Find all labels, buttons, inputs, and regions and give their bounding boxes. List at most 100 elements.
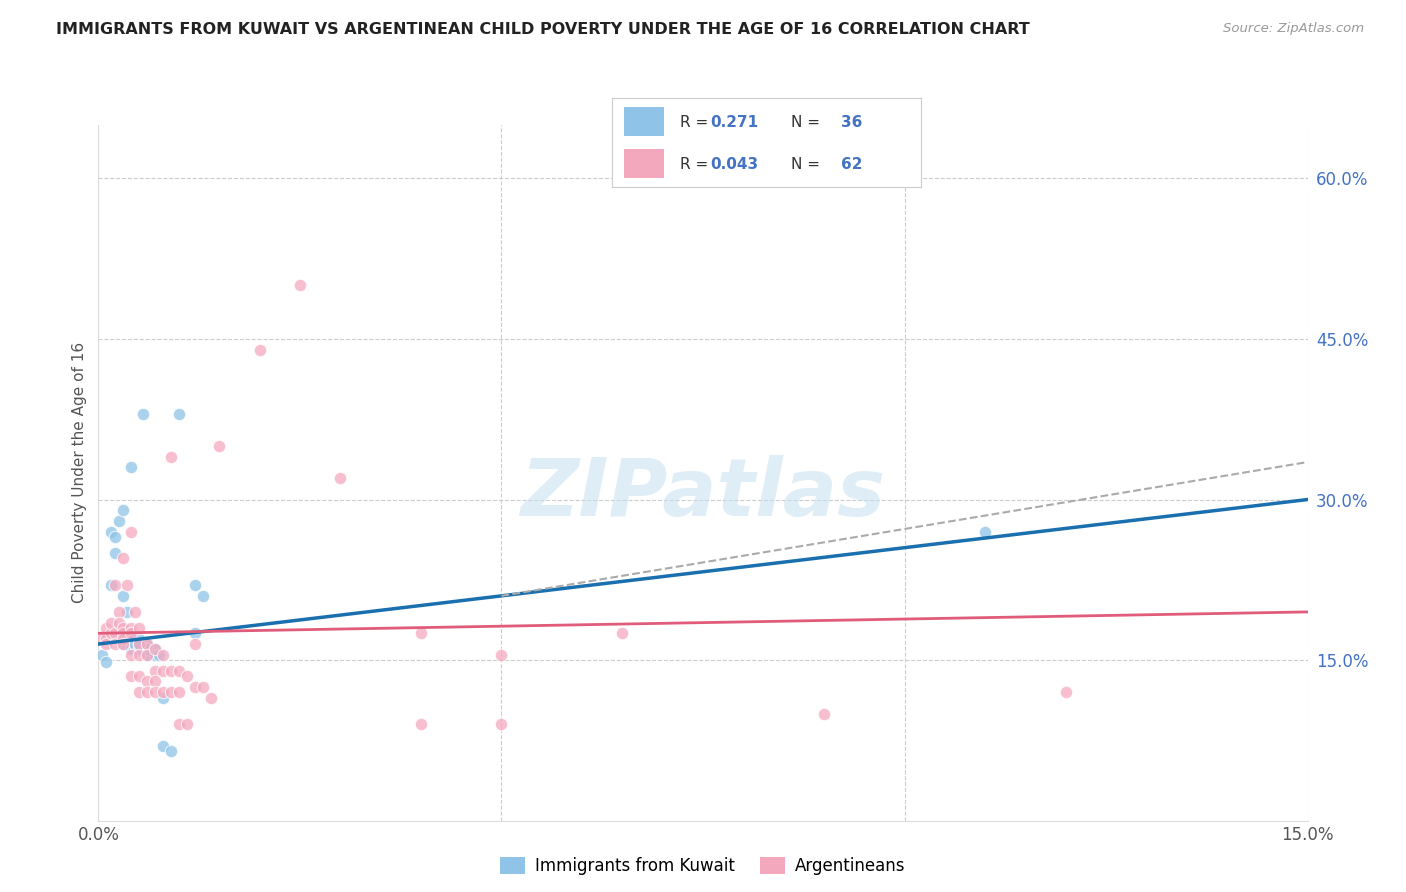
Text: 0.271: 0.271	[710, 115, 759, 129]
Point	[167, 407, 190, 421]
Point	[111, 637, 134, 651]
Point	[128, 637, 150, 651]
Point	[128, 632, 150, 646]
Point	[128, 621, 150, 635]
Point	[152, 690, 174, 705]
Point	[184, 578, 207, 592]
Point	[184, 680, 207, 694]
Point	[167, 717, 190, 731]
Text: IMMIGRANTS FROM KUWAIT VS ARGENTINEAN CHILD POVERTY UNDER THE AGE OF 16 CORRELAT: IMMIGRANTS FROM KUWAIT VS ARGENTINEAN CH…	[56, 22, 1031, 37]
Point	[128, 648, 150, 662]
Point	[111, 503, 134, 517]
Point	[160, 685, 183, 699]
Text: R =: R =	[679, 157, 713, 171]
Point	[409, 626, 432, 640]
Point	[111, 551, 134, 566]
Point	[111, 626, 134, 640]
Point	[184, 637, 207, 651]
Point	[176, 669, 198, 683]
Point	[135, 637, 157, 651]
Bar	[624, 107, 664, 136]
Point	[120, 633, 142, 648]
Point	[612, 626, 634, 640]
Point	[128, 669, 150, 683]
Point	[135, 648, 157, 662]
Point	[152, 739, 174, 753]
Point	[409, 717, 432, 731]
Point	[107, 605, 129, 619]
Point	[115, 605, 138, 619]
Point	[329, 471, 352, 485]
Text: N =: N =	[792, 157, 825, 171]
Point	[160, 450, 183, 464]
Point	[143, 685, 166, 699]
Text: Source: ZipAtlas.com: Source: ZipAtlas.com	[1223, 22, 1364, 36]
Point	[128, 685, 150, 699]
Point	[128, 642, 150, 657]
Point	[103, 530, 125, 544]
Point	[100, 615, 122, 630]
Point	[115, 578, 138, 592]
Point	[91, 632, 114, 646]
Point	[135, 648, 157, 662]
Point	[96, 637, 118, 651]
Text: N =: N =	[792, 115, 825, 129]
Point	[160, 744, 183, 758]
Point	[120, 669, 142, 683]
Point	[491, 648, 513, 662]
Point	[184, 626, 207, 640]
Point	[107, 615, 129, 630]
Point	[974, 524, 997, 539]
Point	[100, 626, 122, 640]
Point	[100, 524, 122, 539]
Point	[128, 637, 150, 651]
Point	[124, 605, 146, 619]
Point	[143, 674, 166, 689]
Point	[193, 680, 215, 694]
Point	[120, 524, 142, 539]
Point	[167, 685, 190, 699]
Point	[96, 655, 118, 669]
Point	[135, 642, 157, 657]
Legend: Immigrants from Kuwait, Argentineans: Immigrants from Kuwait, Argentineans	[494, 850, 912, 882]
Point	[813, 706, 835, 721]
Point	[167, 664, 190, 678]
Point	[111, 637, 134, 651]
Point	[143, 648, 166, 662]
Point	[111, 589, 134, 603]
Point	[91, 648, 114, 662]
Point	[124, 637, 146, 651]
Point	[152, 685, 174, 699]
Point	[103, 626, 125, 640]
Text: 0.043: 0.043	[710, 157, 759, 171]
Point	[120, 460, 142, 475]
Point	[100, 578, 122, 592]
Point	[120, 626, 142, 640]
Point	[120, 626, 142, 640]
Point	[143, 642, 166, 657]
Point	[249, 343, 271, 357]
Text: R =: R =	[679, 115, 713, 129]
Point	[120, 648, 142, 662]
Point	[143, 664, 166, 678]
Point	[148, 648, 170, 662]
Text: ZIPatlas: ZIPatlas	[520, 455, 886, 533]
Point	[135, 685, 157, 699]
Point	[1054, 685, 1077, 699]
Point	[103, 546, 125, 560]
Point	[120, 621, 142, 635]
Point	[132, 407, 155, 421]
Point	[152, 648, 174, 662]
Point	[143, 642, 166, 657]
Point	[128, 637, 150, 651]
Point	[200, 690, 222, 705]
Point	[288, 278, 311, 293]
Point	[111, 621, 134, 635]
Point	[96, 621, 118, 635]
Point	[208, 439, 231, 453]
Point	[96, 632, 118, 646]
Bar	[624, 149, 664, 178]
Point	[135, 674, 157, 689]
Text: 36: 36	[841, 115, 862, 129]
Point	[111, 626, 134, 640]
